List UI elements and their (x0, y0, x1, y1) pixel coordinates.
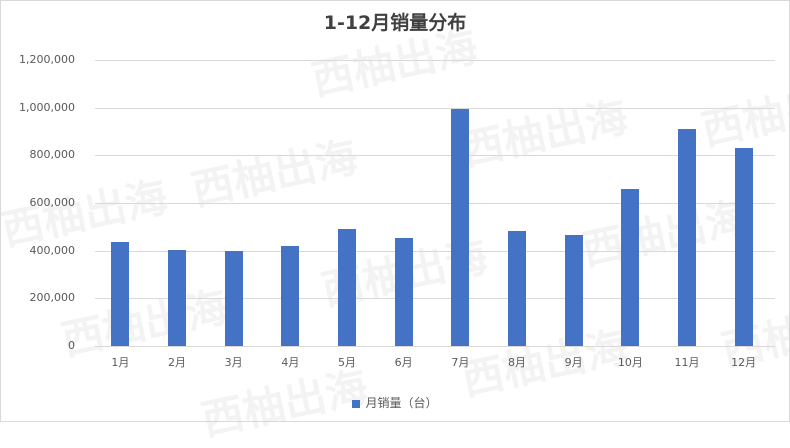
x-tick-label: 3月 (224, 356, 243, 369)
gridline (95, 298, 775, 300)
y-tick-label: 400,000 (29, 243, 76, 257)
bar[interactable] (508, 230, 526, 346)
x-tick-label: 12月 (731, 356, 757, 369)
x-tick-label: 5月 (338, 356, 356, 369)
gridline (95, 155, 775, 157)
x-tick-label: 9月 (564, 356, 583, 369)
plot-area: 0 200,000 400,000 600,000 800,000 1,000,000 1,… (19, 53, 775, 369)
y-tick-label: 200,000 (29, 291, 76, 305)
bar[interactable] (338, 228, 356, 346)
bar[interactable] (564, 234, 583, 346)
y-tick-label: 0 (68, 339, 75, 352)
x-tick-label: 10月 (617, 356, 643, 369)
x-tick-label: 8月 (508, 356, 526, 369)
y-tick-label: 600,000 (29, 196, 76, 209)
bar[interactable] (281, 245, 300, 346)
bar[interactable] (394, 238, 413, 346)
legend: 月销量（台） (0, 394, 790, 411)
bar[interactable] (111, 242, 130, 346)
gridline (95, 203, 775, 204)
x-tick-label: 6月 (394, 356, 413, 369)
y-tick-label: 1,200,000 (19, 53, 75, 66)
x-tick-label: 2月 (168, 356, 186, 369)
x-tick-label: 4月 (281, 356, 300, 369)
legend-swatch (352, 399, 361, 408)
gridline (95, 250, 775, 252)
gridline (95, 346, 775, 347)
x-tick-label: 11月 (674, 356, 700, 369)
bar[interactable] (621, 188, 640, 346)
bar[interactable] (168, 249, 186, 346)
gridline (95, 107, 775, 109)
legend-label: 月销量（台） (365, 396, 438, 410)
chart-title: 1-12月销量分布 (323, 12, 467, 34)
x-tick-label: 1月 (111, 356, 130, 369)
bar[interactable] (678, 128, 696, 346)
bar[interactable] (451, 108, 470, 346)
gridline (95, 60, 775, 61)
y-tick-label: 800,000 (29, 148, 76, 162)
bar[interactable] (224, 250, 243, 346)
x-tick-label: 7月 (451, 356, 470, 369)
y-tick-label: 1,000,000 (19, 100, 75, 114)
bar[interactable] (734, 147, 753, 346)
